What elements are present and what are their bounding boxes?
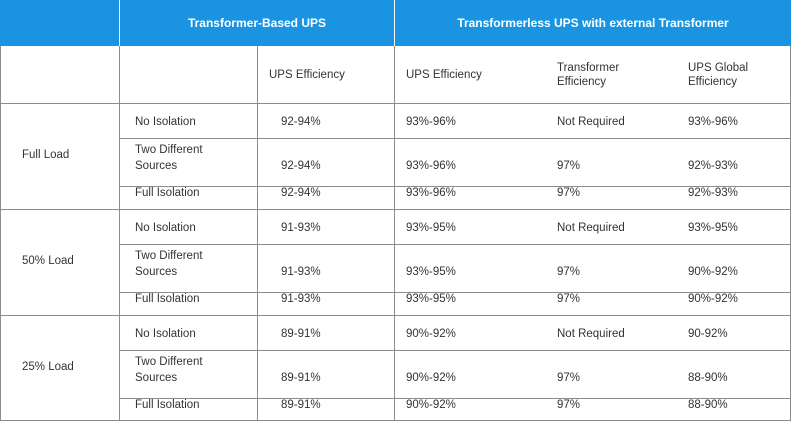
table-cell-a: 89-91% (281, 328, 321, 340)
table-cell-b: 93%-96% (406, 187, 456, 199)
table-cell-b: 93%-95% (406, 266, 456, 278)
rule-col-2 (257, 46, 258, 421)
rule-row (119, 292, 791, 293)
isolation-label: Two Different (135, 250, 203, 262)
load-label: 25% Load (22, 361, 74, 373)
subheader-transformer-efficiency-line1: Transformer (557, 62, 620, 74)
table-cell-t: Not Required (557, 116, 625, 128)
table-cell-g: 88-90% (688, 372, 728, 384)
rule-group (0, 209, 791, 210)
table-cell-g: 90-92% (688, 328, 728, 340)
subheader-transformer-efficiency: Transformer Efficiency (557, 61, 619, 89)
table-cell-a: 89-91% (281, 399, 321, 411)
header-transformerless: Transformerless UPS with external Transf… (394, 0, 791, 46)
isolation-label: Two Different (135, 144, 203, 156)
isolation-label: Full Isolation (135, 293, 200, 305)
header-transformerless-label: Transformerless UPS with external Transf… (457, 16, 729, 30)
rule-row (119, 186, 791, 187)
header-transformer-based: Transformer-Based UPS (119, 0, 394, 46)
isolation-label: Full Isolation (135, 187, 200, 199)
isolation-label: Full Isolation (135, 399, 200, 411)
load-label: 50% Load (22, 255, 74, 267)
table-cell-a: 92-94% (281, 160, 321, 172)
subheader-global-efficiency-line2: Efficiency (688, 76, 738, 88)
subheader-global-efficiency: UPS Global Efficiency (688, 61, 748, 89)
rule-row (119, 138, 791, 139)
table-cell-b: 90%-92% (406, 399, 456, 411)
table-cell-b: 90%-92% (406, 372, 456, 384)
header-corner (0, 0, 119, 46)
load-label: Full Load (22, 149, 70, 161)
rule-row (119, 244, 791, 245)
table-cell-t: 97% (557, 266, 581, 278)
table-cell-a: 89-91% (281, 372, 321, 384)
isolation-label: No Isolation (135, 222, 196, 234)
table-cell-g: 93%-95% (688, 222, 738, 234)
subheader-ups-efficiency-a: UPS Efficiency (269, 69, 345, 81)
table-cell-t: Not Required (557, 222, 625, 234)
table-cell-a: 91-93% (281, 266, 321, 278)
table-cell-a: 91-93% (281, 222, 321, 234)
table-cell-t: 97% (557, 187, 581, 199)
rule-row (119, 398, 791, 399)
isolation-label: Two Different (135, 356, 203, 368)
subheader-ups-efficiency-b: UPS Efficiency (406, 69, 482, 81)
isolation-label: Sources (135, 160, 178, 172)
isolation-label: No Isolation (135, 328, 196, 340)
table-cell-b: 93%-96% (406, 116, 456, 128)
subheader-transformer-efficiency-line2: Efficiency (557, 76, 607, 88)
table-cell-g: 90%-92% (688, 293, 738, 305)
subheader-global-efficiency-line1: UPS Global (688, 62, 749, 74)
rule-row (119, 350, 791, 351)
table-cell-a: 92-94% (281, 187, 321, 199)
table-cell-b: 93%-96% (406, 160, 456, 172)
table-cell-a: 91-93% (281, 293, 321, 305)
rule-col-left (0, 46, 1, 421)
table-cell-t: 97% (557, 293, 581, 305)
table-cell-a: 92-94% (281, 116, 321, 128)
isolation-label: Sources (135, 266, 178, 278)
isolation-label: No Isolation (135, 116, 196, 128)
rule-col-3 (394, 46, 395, 421)
table-cell-t: Not Required (557, 328, 625, 340)
header-transformer-based-label: Transformer-Based UPS (187, 16, 327, 30)
table-cell-g: 90%-92% (688, 266, 738, 278)
table-cell-t: 97% (557, 160, 581, 172)
table-cell-g: 88-90% (688, 399, 728, 411)
table-cell-g: 92%-93% (688, 187, 738, 199)
table-cell-t: 97% (557, 399, 581, 411)
table-cell-b: 93%-95% (406, 222, 456, 234)
table-cell-g: 92%-93% (688, 160, 738, 172)
isolation-label: Sources (135, 372, 178, 384)
table-cell-g: 93%-96% (688, 116, 738, 128)
rule-col-1 (119, 46, 120, 421)
rule-group (0, 315, 791, 316)
table-cell-t: 97% (557, 372, 581, 384)
rule-header-bottom (0, 103, 791, 104)
table-cell-b: 90%-92% (406, 328, 456, 340)
table-cell-b: 93%-95% (406, 293, 456, 305)
